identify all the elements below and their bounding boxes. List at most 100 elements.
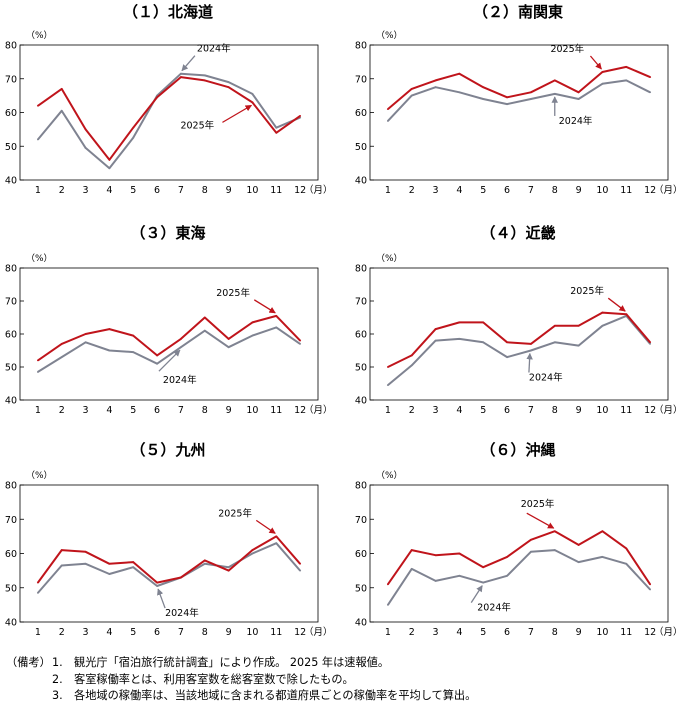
data-point	[108, 328, 111, 330]
chart-title: （２）南関東	[473, 3, 563, 21]
y-tick-label: 80	[5, 481, 17, 492]
data-point	[227, 86, 230, 89]
x-tick-label: 1	[385, 405, 391, 416]
annotation-arrow	[157, 588, 166, 609]
x-tick-label: 5	[480, 185, 486, 196]
x-tick-label: 12	[644, 185, 656, 196]
y-tick-label: 80	[355, 264, 367, 275]
x-tick-label: 12	[294, 627, 306, 638]
series-label-2025: 2025年	[550, 43, 584, 55]
y-tick-label: 40	[355, 176, 367, 187]
series-label-2024: 2024年	[529, 372, 563, 384]
series-label-2025: 2025年	[570, 285, 604, 297]
data-point	[227, 81, 230, 84]
series-line-2025	[37, 76, 301, 161]
data-point	[410, 354, 413, 357]
y-tick-label: 70	[5, 515, 17, 526]
data-point	[251, 321, 254, 324]
series-line-2024	[387, 549, 651, 606]
data-point	[577, 561, 580, 563]
data-point	[132, 561, 135, 563]
x-tick-label: 1	[385, 185, 391, 196]
data-point	[506, 103, 508, 105]
data-point	[132, 351, 135, 354]
data-point	[625, 562, 628, 565]
x-tick-label: 4	[106, 405, 112, 416]
data-point	[506, 96, 508, 99]
y-tick-label: 70	[5, 297, 17, 308]
x-tick-label: 12	[294, 185, 306, 196]
data-point	[156, 362, 158, 365]
chart-title: （１）北海道	[123, 3, 213, 21]
x-tick-label: 9	[576, 627, 582, 638]
x-tick-label: 9	[226, 627, 232, 638]
y-tick-label: 70	[355, 297, 367, 308]
data-point	[227, 569, 230, 572]
data-point	[275, 535, 278, 538]
note-number: 1.	[52, 656, 63, 669]
x-tick-label: 8	[552, 627, 558, 638]
plot-frame	[19, 484, 319, 623]
series-label-2025: 2025年	[216, 287, 250, 299]
annotation-arrow	[607, 297, 626, 312]
y-tick-label: 70	[355, 515, 367, 526]
data-point	[458, 321, 461, 324]
y-tick-label: 60	[5, 330, 17, 341]
y-tick-label: 40	[355, 396, 367, 407]
series-line-2024	[387, 314, 651, 386]
x-tick-label: 7	[528, 627, 534, 638]
chart-title: （４）近畿	[480, 224, 555, 242]
annotation-arrow	[222, 104, 253, 123]
data-point	[410, 549, 413, 551]
data-point	[410, 568, 413, 570]
annotation-arrow	[470, 585, 483, 603]
series-label-2024: 2024年	[477, 602, 511, 614]
data-point	[553, 549, 556, 551]
data-point	[530, 98, 532, 100]
x-tick-label: 7	[528, 405, 534, 416]
x-tick-label: 8	[552, 185, 558, 196]
x-tick-label: 2	[409, 405, 415, 416]
data-point	[84, 333, 87, 335]
y-tick-label: 60	[355, 330, 367, 341]
data-point	[227, 338, 230, 340]
data-point	[530, 343, 532, 345]
data-point	[553, 93, 556, 95]
x-axis-unit: （月）	[654, 184, 683, 196]
data-point	[434, 328, 437, 330]
data-point	[299, 114, 302, 117]
data-point	[60, 356, 63, 358]
data-point	[180, 346, 182, 349]
data-point	[84, 341, 87, 344]
note-number: 2.	[52, 672, 63, 686]
x-axis-unit: （月）	[654, 626, 683, 638]
y-tick-label: 40	[5, 618, 17, 629]
y-axis-unit: （%）	[26, 30, 53, 41]
x-tick-label: 6	[504, 405, 510, 416]
series-line-2025	[387, 65, 651, 110]
data-point	[299, 343, 302, 345]
x-tick-label: 8	[202, 405, 208, 416]
data-point	[275, 314, 278, 317]
data-point	[649, 343, 652, 345]
data-point	[203, 562, 206, 565]
data-point	[625, 313, 628, 316]
y-tick-label: 50	[355, 142, 367, 153]
data-point	[601, 556, 604, 558]
y-tick-label: 60	[355, 108, 367, 119]
data-point	[203, 329, 206, 332]
x-tick-label: 4	[106, 627, 112, 638]
x-tick-label: 12	[644, 627, 656, 638]
x-tick-label: 1	[35, 627, 41, 638]
data-point	[203, 79, 206, 82]
data-point	[156, 581, 158, 584]
data-point	[36, 371, 39, 373]
data-point	[386, 108, 389, 111]
data-point	[36, 138, 39, 141]
data-point	[386, 583, 389, 586]
annotation-arrow	[158, 349, 181, 372]
series-line-2024	[37, 326, 301, 373]
